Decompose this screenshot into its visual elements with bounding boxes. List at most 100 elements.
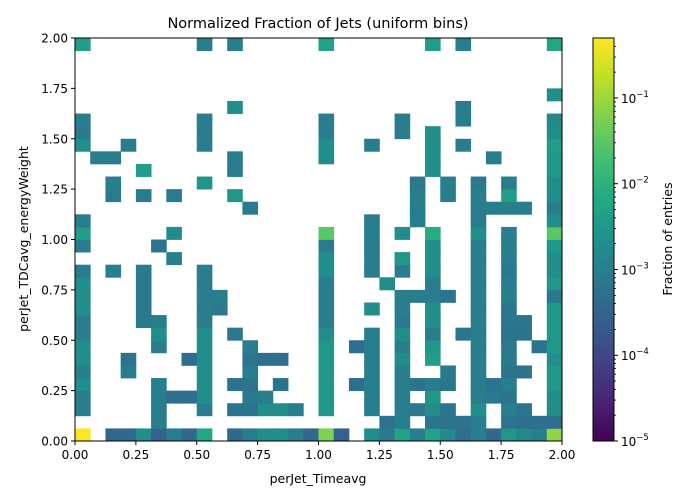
heatmap-cell: [318, 390, 335, 404]
heatmap-cell: [409, 289, 426, 303]
heatmap-cell: [409, 378, 426, 392]
heatmap-cell: [227, 151, 243, 165]
heatmap-cell: [120, 352, 137, 366]
heatmap-cell: [242, 428, 259, 442]
heatmap-cell: [364, 302, 380, 316]
heatmap-cell: [546, 88, 563, 102]
y-tick-label: 1.00: [41, 233, 68, 247]
heatmap-cell: [501, 352, 517, 366]
heatmap-cell: [501, 226, 517, 240]
heatmap-cell: [318, 138, 335, 152]
heatmap-cell: [166, 390, 182, 404]
heatmap-cell: [242, 340, 259, 354]
heatmap-cell: [227, 100, 243, 114]
heatmap-cell: [546, 138, 563, 152]
heatmap-cell: [546, 151, 563, 165]
heatmap-cell: [364, 403, 380, 417]
heatmap-cell: [546, 277, 563, 291]
heatmap-cell: [364, 252, 380, 266]
heatmap-cell: [470, 415, 487, 429]
heatmap-cell: [318, 151, 335, 165]
heatmap-cell: [364, 428, 380, 442]
heatmap-cell: [425, 163, 441, 177]
heatmap-cell: [409, 403, 426, 417]
heatmap-cell: [318, 113, 335, 127]
heatmap-cell: [272, 428, 289, 442]
heatmap-cell: [546, 176, 563, 190]
heatmap-cell: [196, 403, 213, 417]
heatmap-cell: [470, 340, 487, 354]
heatmap-cell: [531, 340, 548, 354]
heatmap-cell: [227, 189, 243, 203]
heatmap-cell: [166, 428, 182, 442]
heatmap-cell: [394, 340, 411, 354]
heatmap-cell: [257, 428, 274, 442]
heatmap-cell: [501, 315, 517, 329]
heatmap-cell: [470, 390, 487, 404]
heatmap-cell: [135, 277, 152, 291]
heatmap-cell: [425, 428, 441, 442]
heatmap-cell: [425, 239, 441, 253]
heatmap-cell: [379, 277, 395, 291]
x-tick-label: 1.50: [427, 448, 454, 462]
heatmap-cell: [394, 352, 411, 366]
heatmap-cell: [425, 415, 441, 429]
heatmap-cell: [516, 365, 532, 379]
heatmap-cell: [546, 201, 563, 215]
heatmap-cell: [364, 352, 380, 366]
heatmap-cell: [470, 226, 487, 240]
heatmap-cell: [227, 428, 243, 442]
heatmap-cell: [135, 302, 152, 316]
heatmap-cell: [501, 365, 517, 379]
heatmap-cell: [272, 352, 289, 366]
heatmap-cell: [318, 289, 335, 303]
heatmap-cell: [151, 390, 167, 404]
heatmap-cell: [425, 340, 441, 354]
heatmap-cell: [318, 352, 335, 366]
heatmap-cell: [546, 428, 563, 442]
heatmap-cell: [425, 403, 441, 417]
heatmap-cell: [364, 340, 380, 354]
heatmap-cell: [364, 365, 380, 379]
heatmap-cell: [455, 113, 472, 127]
heatmap-cell: [75, 403, 91, 417]
heatmap-cell: [546, 38, 563, 51]
heatmap-cell: [90, 151, 106, 165]
heatmap-cell: [425, 138, 441, 152]
heatmap-cell: [379, 415, 395, 429]
heatmap-cell: [364, 390, 380, 404]
heatmap-cell: [546, 302, 563, 316]
heatmap-cell: [348, 378, 365, 392]
heatmap-cell: [75, 378, 91, 392]
heatmap-cell: [196, 365, 213, 379]
heatmap-cell: [501, 189, 517, 203]
heatmap-cell: [75, 289, 91, 303]
heatmap-cell: [546, 189, 563, 203]
heatmap-cell: [120, 428, 137, 442]
heatmap-cell: [394, 264, 411, 278]
heatmap-cell: [425, 264, 441, 278]
heatmap-cell: [440, 428, 456, 442]
heatmap-cell: [394, 403, 411, 417]
heatmap-cell: [135, 428, 152, 442]
heatmap-cell: [181, 428, 198, 442]
heatmap-cell: [211, 289, 228, 303]
heatmap-cell: [242, 403, 259, 417]
heatmap-cell: [364, 226, 380, 240]
heatmap-cell: [318, 302, 335, 316]
heatmap-cell: [75, 264, 91, 278]
heatmap-cell: [364, 378, 380, 392]
colorbar-tick-label: 10−5: [621, 433, 649, 449]
heatmap-cell: [546, 378, 563, 392]
heatmap-cell: [196, 340, 213, 354]
heatmap-cell: [75, 126, 91, 140]
heatmap-cell: [425, 277, 441, 291]
heatmap-cell: [546, 365, 563, 379]
x-tick-label: 0.25: [123, 448, 150, 462]
heatmap-cell: [196, 315, 213, 329]
heatmap-cell: [409, 176, 426, 190]
x-tick-label: 0.00: [62, 448, 89, 462]
heatmap-cell: [455, 38, 472, 51]
heatmap-cell: [546, 390, 563, 404]
